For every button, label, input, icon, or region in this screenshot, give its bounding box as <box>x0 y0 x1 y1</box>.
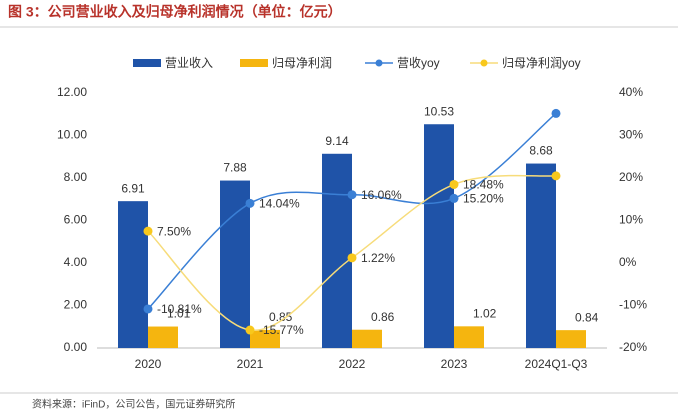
y-tick-label: 12.00 <box>57 85 87 99</box>
bar <box>352 329 382 348</box>
marker <box>551 171 561 181</box>
y2-tick-label: 30% <box>619 128 643 142</box>
data-label: 1.22% <box>361 251 395 265</box>
legend-label: 营业收入 <box>165 56 213 70</box>
marker <box>347 190 357 200</box>
y-tick-label: 10.00 <box>57 128 87 142</box>
data-label: 16.06% <box>361 188 402 202</box>
data-label: 14.04% <box>259 197 300 211</box>
legend-swatch <box>480 59 488 67</box>
x-tick-label: 2024Q1-Q3 <box>525 357 588 371</box>
data-label: 0.84 <box>575 310 599 324</box>
data-label: 1.01 <box>167 307 191 321</box>
data-label: -10.81% <box>157 302 202 316</box>
y2-tick-label: 20% <box>619 170 643 184</box>
y2-tick-label: 0% <box>619 255 637 269</box>
marker <box>449 179 459 189</box>
y-tick-label: 4.00 <box>64 255 88 269</box>
data-label: 1.02 <box>473 306 497 320</box>
marker <box>245 325 255 335</box>
legend-swatch <box>240 59 268 67</box>
y2-tick-label: -10% <box>619 298 647 312</box>
legend-label: 归母净利润yoy <box>502 56 581 70</box>
y2-tick-label: 10% <box>619 213 643 227</box>
data-label: 0.85 <box>269 310 293 324</box>
data-label: 9.14 <box>325 134 349 148</box>
bar <box>148 326 178 348</box>
data-label: 10.53 <box>424 104 454 118</box>
legend-label: 营收yoy <box>397 56 440 70</box>
marker <box>143 304 153 314</box>
marker <box>245 198 255 208</box>
x-tick-label: 2023 <box>441 357 468 371</box>
data-label: 7.88 <box>223 161 247 175</box>
y-tick-label: 0.00 <box>64 340 88 354</box>
y2-tick-label: -20% <box>619 340 647 354</box>
marker <box>449 193 459 203</box>
data-label: 18.48% <box>463 178 504 192</box>
bar <box>526 163 556 348</box>
bar <box>454 326 484 348</box>
bar <box>556 330 586 348</box>
chart-title: 图 3：公司营业收入及归母净利润情况（单位：亿元） <box>8 4 342 20</box>
y-tick-label: 6.00 <box>64 213 88 227</box>
x-tick-label: 2020 <box>135 357 162 371</box>
legend-swatch <box>375 59 383 67</box>
data-label: 15.20% <box>463 192 504 206</box>
bar <box>250 329 280 348</box>
x-tick-label: 2021 <box>237 357 264 371</box>
y-tick-label: 8.00 <box>64 170 88 184</box>
marker <box>143 226 153 236</box>
bar <box>220 180 250 348</box>
legend-label: 归母净利润 <box>272 56 332 70</box>
bar <box>424 124 454 348</box>
source: 资料来源：iFinD，公司公告，国元证券研究所 <box>32 398 235 411</box>
data-label: 7.50% <box>157 224 191 238</box>
marker <box>347 253 357 263</box>
bar <box>118 201 148 348</box>
legend-swatch <box>133 59 161 67</box>
data-label: 6.91 <box>121 181 145 195</box>
y-tick-label: 2.00 <box>64 298 88 312</box>
data-label: 0.86 <box>371 310 395 324</box>
bar <box>322 153 352 348</box>
marker <box>551 108 561 118</box>
x-tick-label: 2022 <box>339 357 366 371</box>
y2-tick-label: 40% <box>619 85 643 99</box>
data-label: -15.77% <box>259 323 304 337</box>
data-label: 8.68 <box>529 144 553 158</box>
